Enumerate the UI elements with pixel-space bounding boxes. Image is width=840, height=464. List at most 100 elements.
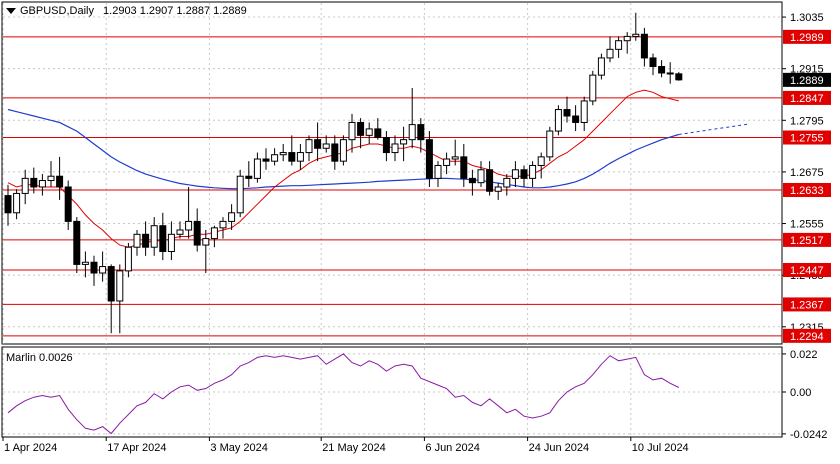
candle-bullish: [21, 177, 29, 194]
date-tick-label: 24 Jun 2024: [529, 442, 590, 454]
date-tick-label: 21 May 2024: [322, 442, 386, 454]
level-label: 1.2517: [790, 235, 824, 247]
level-label-box: [783, 29, 831, 44]
candle-bearish: [73, 220, 81, 265]
candle-bullish: [176, 229, 184, 235]
osc-tick-label: -0.0242: [790, 429, 827, 441]
candle-bullish: [202, 238, 210, 246]
candle-bearish: [4, 195, 12, 214]
candle-bullish: [81, 261, 89, 265]
candle-bullish: [219, 220, 227, 229]
candle-bullish: [391, 143, 399, 154]
current-price-label: 1.2889: [790, 75, 824, 87]
candle-bullish: [296, 152, 304, 162]
candle-bullish: [339, 139, 347, 162]
level-label: 1.2447: [790, 265, 824, 277]
level-label: 1.2847: [790, 93, 824, 105]
candle-bearish: [520, 169, 528, 179]
candle-bearish: [90, 261, 98, 274]
candle-bullish: [400, 139, 408, 145]
symbol-label: GBPUSD,Daily: [20, 5, 94, 17]
price-tick-label: 1.2795: [790, 115, 824, 127]
candle-bearish: [666, 72, 674, 75]
candle-bullish: [210, 227, 218, 240]
candle-bearish: [107, 266, 115, 302]
candle-bearish: [486, 169, 494, 192]
candle-bearish: [314, 139, 322, 149]
candle-bearish: [64, 186, 72, 222]
candle-bullish: [167, 233, 175, 253]
candle-bullish: [580, 100, 588, 123]
candle-bullish: [305, 139, 313, 154]
date-tick-label: 6 Jun 2024: [425, 442, 479, 454]
candle-bullish: [451, 156, 459, 160]
candle-bearish: [331, 143, 339, 162]
osc-tick-label: 0.022: [790, 349, 818, 361]
level-label-box: [783, 297, 831, 312]
candle-bearish: [572, 115, 580, 123]
candle-bearish: [357, 121, 365, 136]
osc-tick-label: 0.00: [790, 387, 811, 399]
candle-bearish: [675, 73, 683, 81]
candle-bullish: [597, 57, 605, 76]
date-tick-label: 17 Apr 2024: [107, 442, 166, 454]
candle-bullish: [271, 154, 279, 162]
level-label: 1.2989: [790, 32, 824, 44]
candle-bullish: [13, 192, 21, 214]
price-tick-label: 1.2555: [790, 219, 824, 231]
candle-bullish: [279, 152, 287, 156]
candle-bullish: [632, 33, 640, 37]
level-label-box: [783, 263, 831, 278]
level-label: 1.2755: [790, 133, 824, 145]
date-tick-label: 3 May 2024: [210, 442, 267, 454]
candle-bearish: [374, 128, 382, 139]
candle-bullish: [38, 180, 46, 188]
candle-bearish: [460, 156, 468, 179]
price-tick-label: 1.2675: [790, 167, 824, 179]
candle-bullish: [99, 266, 107, 274]
candle-bullish: [322, 143, 330, 149]
marlin-oscillator-line: [7, 353, 680, 435]
menu-triangle-icon[interactable]: [6, 8, 16, 15]
candle-bearish: [142, 233, 150, 248]
candle-bullish: [503, 177, 511, 188]
candle-bullish: [47, 175, 55, 182]
date-tick-label: 10 Jul 2024: [632, 442, 689, 454]
level-label-box: [783, 90, 831, 105]
candle-bearish: [56, 175, 64, 188]
candle-bullish: [185, 220, 193, 231]
candle-bearish: [193, 220, 201, 246]
candle-bearish: [30, 177, 38, 188]
candle-bullish: [133, 233, 141, 248]
candle-bullish: [623, 35, 631, 42]
candle-bullish: [546, 130, 554, 158]
candle-bearish: [468, 177, 476, 184]
candle-bullish: [477, 169, 485, 184]
candle-bullish: [150, 225, 158, 248]
candle-bullish: [494, 186, 502, 192]
candle-bullish: [236, 175, 244, 214]
candle-bullish: [408, 124, 416, 141]
candle-bullish: [606, 48, 614, 59]
candle-bullish: [124, 246, 132, 272]
candle-bullish: [348, 121, 356, 141]
chart-header: GBPUSD,Daily 1.2903 1.2907 1.2887 1.2889: [6, 5, 247, 17]
candle-bullish: [253, 158, 261, 179]
candle-bullish: [554, 109, 562, 132]
candle-bearish: [658, 66, 666, 74]
price-tick-label: 1.3035: [790, 12, 824, 24]
candle-bearish: [262, 158, 270, 162]
candle-bearish: [288, 152, 296, 162]
level-label-box: [783, 328, 831, 343]
candle-bullish: [589, 74, 597, 102]
level-label-box: [783, 182, 831, 197]
date-tick-label: 1 Apr 2024: [4, 442, 57, 454]
level-label: 1.2633: [790, 185, 824, 197]
candle-bearish: [425, 139, 433, 179]
candle-bullish: [116, 270, 124, 302]
current-price-box: [783, 72, 831, 87]
candle-bearish: [159, 225, 167, 253]
main-pane-frame: [1, 1, 783, 345]
